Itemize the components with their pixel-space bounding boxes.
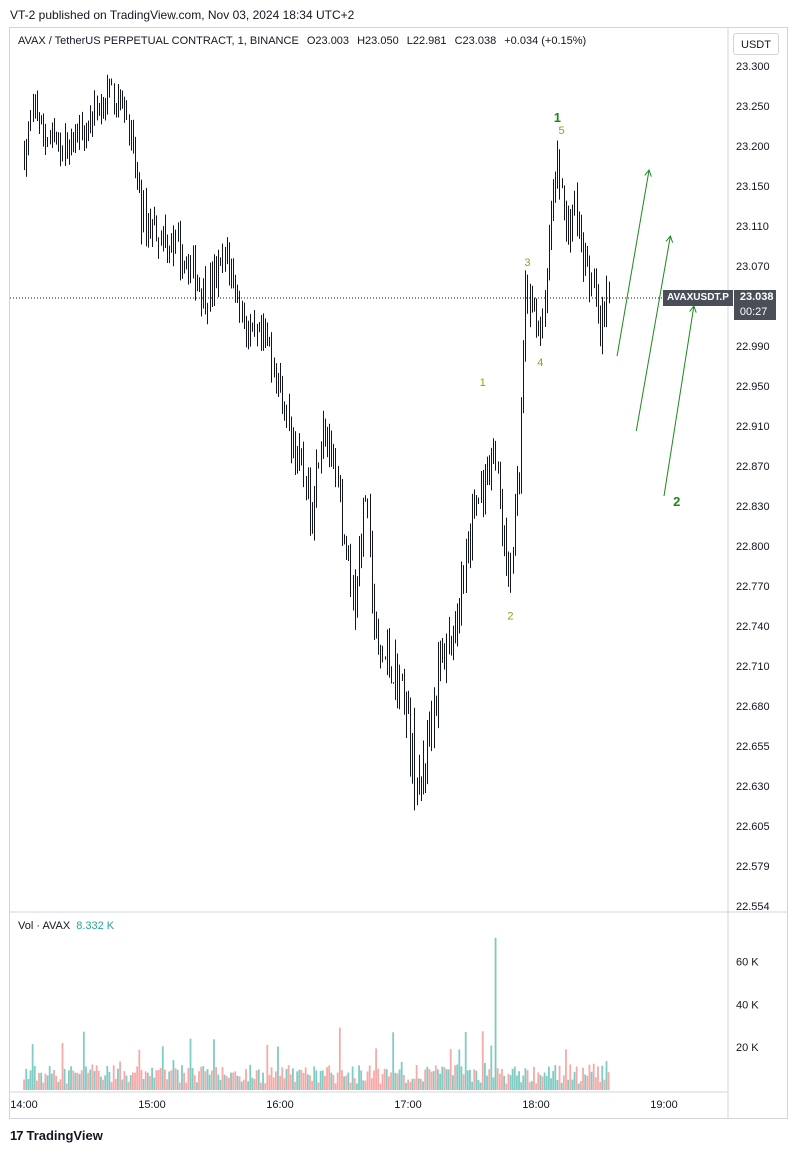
currency-button[interactable]: USDT	[733, 33, 779, 55]
ohlc-low: L22.981	[406, 35, 447, 47]
current-price-tag: AVAXUSDT.P 23.038 00:27	[663, 290, 776, 320]
ohlc-close: C23.038	[454, 35, 497, 47]
published-header: VT-2 published on TradingView.com, Nov 0…	[10, 8, 355, 22]
tradingview-brand: TradingView	[26, 1128, 103, 1143]
chart-frame	[9, 27, 788, 1119]
symbol-legend[interactable]: AVAX / TetherUS PERPETUAL CONTRACT, 1, B…	[18, 35, 591, 47]
tradingview-mark-icon: 17	[10, 1128, 24, 1143]
ohlc-open: O23.003	[306, 35, 350, 47]
symbol-name: AVAX / TetherUS PERPETUAL CONTRACT, 1, B…	[18, 35, 299, 47]
volume-label: Vol · AVAX	[18, 920, 71, 932]
volume-value: 8.332 K	[76, 920, 115, 932]
tradingview-logo[interactable]: 17 TradingView	[10, 1128, 103, 1143]
price-tag-symbol: AVAXUSDT.P	[663, 290, 733, 306]
price-change: +0.034 (+0.15%)	[504, 35, 587, 47]
ohlc-high: H23.050	[357, 35, 399, 47]
price-tag-value: 23.038	[739, 291, 774, 303]
price-tag-countdown: 00:27	[739, 306, 768, 318]
volume-legend[interactable]: Vol · AVAX 8.332 K	[18, 920, 114, 932]
